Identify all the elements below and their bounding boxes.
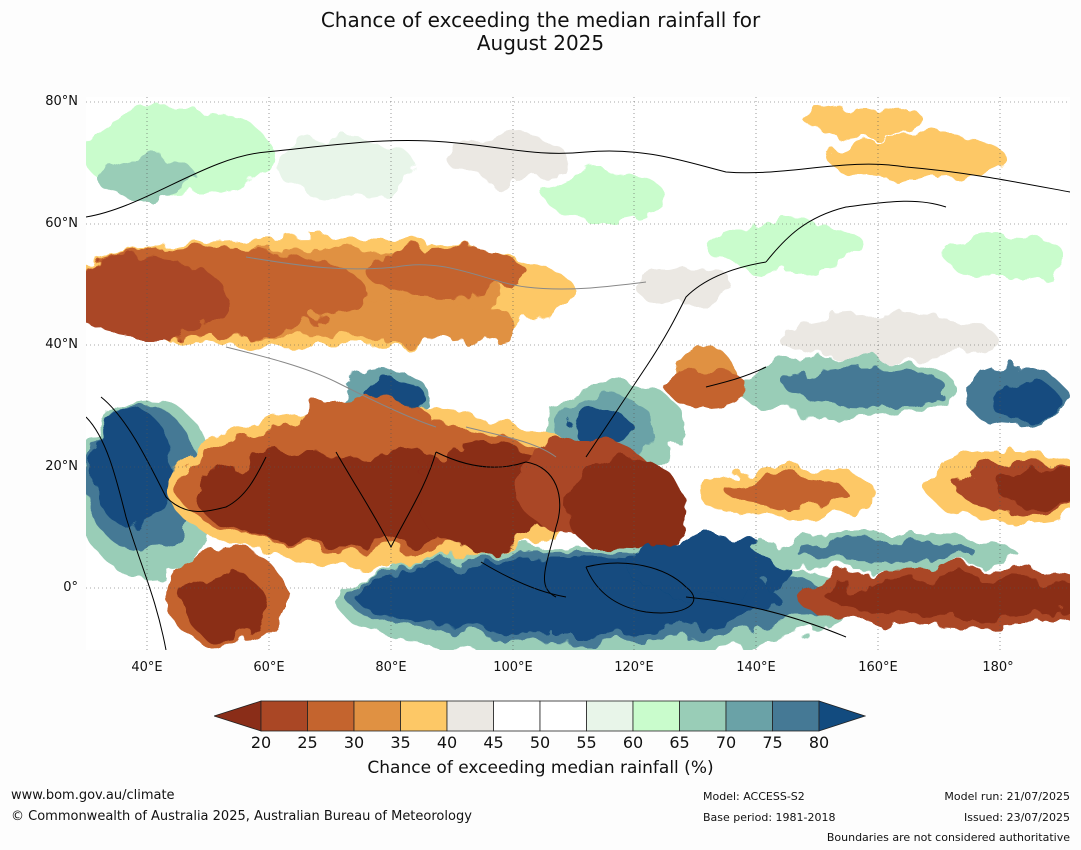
colorbar-extend-low <box>214 700 262 732</box>
rainfall-map <box>86 97 1070 650</box>
colorbar-tick-label: 20 <box>250 733 272 752</box>
lon-label-80e: 80°E <box>375 660 407 675</box>
model-text: Model: ACCESS-S2 <box>703 790 805 803</box>
title-line-1: Chance of exceeding the median rainfall … <box>320 8 761 32</box>
colorbar-tick-label: 30 <box>343 733 365 752</box>
colorbar-segment <box>679 700 727 732</box>
colorbar-segment <box>539 700 587 732</box>
colorbar-segment <box>307 700 355 732</box>
rainfall-map-svg <box>86 97 1070 650</box>
colorbar-tick-label: 70 <box>715 733 737 752</box>
base-period-text: Base period: 1981-2018 <box>703 811 836 824</box>
lon-label-100e: 100°E <box>493 660 533 675</box>
colorbar-segment <box>400 700 448 732</box>
lon-label-120e: 120°E <box>614 660 654 675</box>
lon-label-40e: 40°E <box>131 660 163 675</box>
lat-label-60n: 60°N <box>45 216 78 231</box>
boundaries-note: Boundaries are not considered authoritat… <box>826 831 1070 844</box>
lat-label-20n: 20°N <box>45 459 78 474</box>
colorbar-tick-label: 40 <box>436 733 458 752</box>
title-line-2: August 2025 <box>476 31 605 55</box>
colorbar-segment <box>493 700 541 732</box>
map-title: Chance of exceeding the median rainfall … <box>0 9 1081 55</box>
colorbar-tick-label: 35 <box>390 733 411 752</box>
colorbar-segment <box>260 700 308 732</box>
copyright-text: © Commonwealth of Australia 2025, Austra… <box>11 809 472 824</box>
colorbar-tick-label: 55 <box>576 733 597 752</box>
colorbar-segment <box>725 700 773 732</box>
colorbar-title: Chance of exceeding median rainfall (%) <box>367 758 714 778</box>
colorbar-segment <box>632 700 680 732</box>
colorbar-tick-label: 50 <box>529 733 551 752</box>
lat-label-0: 0° <box>63 580 78 595</box>
issued-text: Issued: 23/07/2025 <box>963 811 1070 824</box>
lon-label-60e: 60°E <box>253 660 285 675</box>
colorbar-tick-label: 60 <box>622 733 644 752</box>
lon-label-140e: 140°E <box>736 660 776 675</box>
colorbar <box>214 700 866 732</box>
colorbar-segment <box>586 700 634 732</box>
colorbar-tick-label: 80 <box>808 733 830 752</box>
lon-label-180: 180° <box>982 660 1014 675</box>
colorbar-segment <box>446 700 494 732</box>
colorbar-segment <box>353 700 401 732</box>
colorbar-extend-high <box>818 700 866 732</box>
lat-label-40n: 40°N <box>45 337 78 352</box>
website-link[interactable]: www.bom.gov.au/climate <box>11 788 175 803</box>
colorbar-tick-label: 75 <box>762 733 783 752</box>
colorbar-segment <box>772 700 820 732</box>
colorbar-tick-label: 45 <box>483 733 504 752</box>
lon-label-160e: 160°E <box>858 660 898 675</box>
colorbar-tick-label: 25 <box>297 733 318 752</box>
lat-label-80n: 80°N <box>45 94 78 109</box>
model-run-text: Model run: 21/07/2025 <box>944 790 1070 803</box>
colorbar-tick-label: 65 <box>669 733 690 752</box>
